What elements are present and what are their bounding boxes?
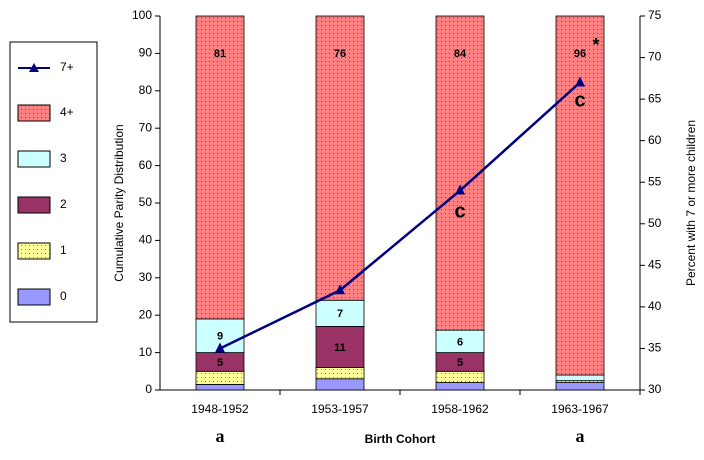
y-tick-label: 100 — [132, 8, 152, 22]
y-tick-label: 90 — [139, 46, 153, 60]
x-tick-label: 1953-1957 — [311, 402, 369, 416]
data-label: 7 — [337, 308, 343, 320]
bar-segment — [315, 15, 365, 301]
annotation: c — [454, 200, 465, 222]
y2-tick-label: 45 — [648, 258, 662, 272]
y2-tick-label: 65 — [648, 91, 662, 105]
bar-segment — [315, 378, 365, 391]
legend-box — [9, 41, 98, 323]
annotation: * — [592, 35, 599, 55]
legend-swatch — [17, 150, 51, 168]
y-tick-label: 60 — [139, 158, 153, 172]
y2-tick-label: 30 — [648, 382, 662, 396]
y-tick-label: 50 — [139, 195, 153, 209]
bar-segment — [315, 367, 365, 380]
data-label: 9 — [217, 331, 223, 343]
y-tick-label: 30 — [139, 270, 153, 284]
bar-segment — [195, 15, 245, 320]
y-tick-label: 20 — [139, 307, 153, 321]
y-tick-label: 40 — [139, 233, 153, 247]
line-marker — [215, 342, 225, 353]
bar-segment — [195, 370, 245, 385]
legend-swatch — [17, 242, 51, 260]
legend-label: 0 — [60, 289, 67, 303]
legend-label: 7+ — [60, 60, 74, 74]
data-label: 96 — [574, 48, 586, 60]
bar-segment — [315, 299, 365, 327]
annotation: c — [574, 89, 585, 111]
x-tick-label: 1948-1952 — [191, 402, 249, 416]
bar-segment — [195, 383, 245, 391]
annotation: a — [576, 426, 585, 446]
y-tick-label: 70 — [139, 120, 153, 134]
line-marker — [455, 184, 465, 195]
bar-segment — [555, 15, 605, 376]
annotation: a — [216, 426, 225, 446]
line — [219, 81, 581, 350]
line-marker — [575, 76, 585, 87]
bar-segment — [555, 382, 605, 391]
y2-tick-label: 50 — [648, 216, 662, 230]
y2-tick-label: 70 — [648, 50, 662, 64]
data-label: 6 — [457, 336, 463, 348]
data-label: 5 — [457, 357, 463, 369]
bar-segment — [435, 15, 485, 331]
data-label: 81 — [214, 48, 226, 60]
bar-segment — [555, 374, 605, 382]
legend-label: 3 — [60, 151, 67, 165]
legend-swatch — [17, 104, 51, 122]
y-tick-label: 10 — [139, 345, 153, 359]
y2-tick-label: 60 — [648, 133, 662, 147]
y2-tick-label: 35 — [648, 341, 662, 355]
legend-label: 2 — [60, 197, 67, 211]
legend-swatch — [17, 196, 51, 214]
x-tick-label: 1958-1962 — [431, 402, 489, 416]
x-tick-label: 1963-1967 — [551, 402, 609, 416]
y2-axis-label: Percent with 7 or more children — [684, 120, 698, 286]
y2-tick-label: 75 — [648, 8, 662, 22]
legend-label: 4+ — [60, 105, 74, 119]
y-axis-label: Cumulative Parity Distribution — [112, 124, 126, 281]
bar-segment — [435, 370, 485, 383]
x-axis-label: Birth Cohort — [365, 432, 436, 446]
y2-tick-label: 55 — [648, 174, 662, 188]
y-tick-label: 0 — [145, 382, 152, 396]
data-label: 11 — [334, 342, 346, 354]
legend-label: 1 — [60, 243, 67, 257]
y2-tick-label: 40 — [648, 299, 662, 313]
legend-swatch — [17, 288, 51, 306]
bar-segment — [435, 382, 485, 391]
data-label: 76 — [334, 48, 346, 60]
legend-marker — [29, 63, 39, 72]
line-marker — [335, 284, 345, 295]
data-label: 5 — [217, 357, 223, 369]
data-label: 84 — [454, 48, 467, 60]
y-tick-label: 80 — [139, 83, 153, 97]
